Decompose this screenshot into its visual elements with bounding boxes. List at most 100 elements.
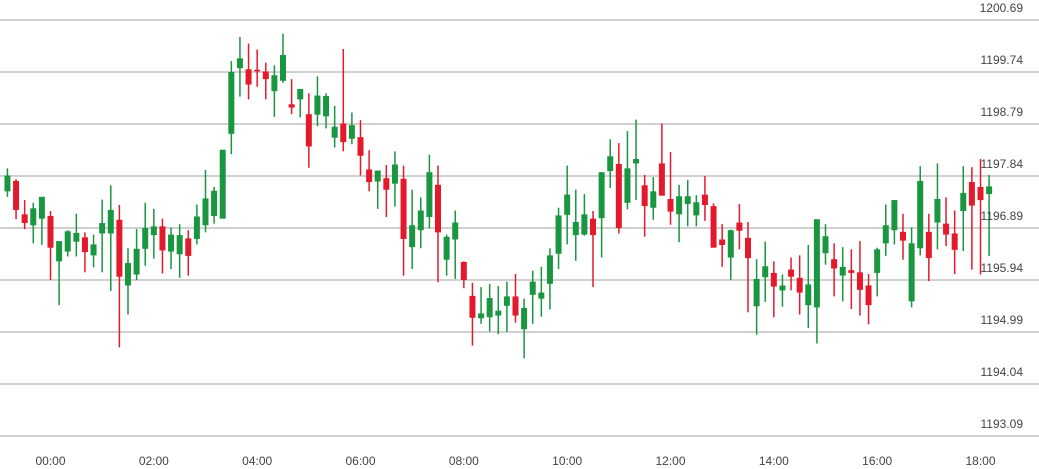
candle-up [495,286,502,335]
candle-up [917,166,924,256]
candle-body [452,222,459,240]
candle-body [211,190,218,216]
candle-down [288,79,295,115]
candle-up [374,170,381,209]
candle-body [581,214,588,235]
candle-up [30,202,37,244]
candle-up [762,241,769,302]
candle-down [770,261,777,318]
candle-up [417,197,424,249]
candle-body [280,55,286,81]
candle-body [503,296,510,306]
candle-up [624,131,631,210]
candle-body [374,170,381,182]
candle-down [245,43,252,100]
x-tick-label: 14:00 [759,454,789,468]
candle-up [107,185,114,291]
candle-body [21,214,28,224]
candle-up [219,149,226,219]
candle-body [555,215,562,254]
candle-up [934,163,941,250]
candle-body [590,218,596,236]
candle-up [348,112,355,145]
candle-body [409,225,416,248]
candle-body [701,194,708,206]
candle-up [202,169,209,233]
candle-up [64,230,71,257]
candle-body [150,226,157,236]
candle-down [400,165,407,276]
candle-down [590,211,596,288]
candle-up [555,207,562,270]
candle-up [56,241,63,306]
candle-body [796,277,803,293]
candle-up [546,248,553,310]
candle-down [116,205,123,348]
candle-down [159,218,166,274]
candle-body [839,266,846,276]
candle-down [435,165,441,283]
candle-down [943,197,950,247]
candle-down [305,93,312,168]
x-tick-label: 02:00 [139,454,169,468]
candle-down [81,232,88,273]
candle-up [168,227,175,270]
candle-body [753,278,760,307]
y-tick-label: 1195.94 [981,261,1024,275]
candle-up [176,224,183,278]
candle-body [546,255,553,284]
candle-body [297,88,304,100]
candle-body [460,261,467,280]
candle-body [908,243,915,302]
candle-body [348,125,355,139]
candle-up [297,88,304,118]
candle-body [977,186,984,201]
candle-body [38,196,45,219]
candle-body [116,219,123,277]
candle-down [641,174,648,237]
y-tick-label: 1197.84 [981,157,1024,171]
candle-up [908,227,915,308]
candle-body [805,284,812,306]
candle-body [271,75,278,92]
candle-body [64,231,71,252]
candle-down [340,49,347,152]
y-tick-label: 1194.04 [981,365,1024,379]
candle-up [538,266,545,317]
candle-up [142,202,149,266]
candle-up [73,213,80,257]
candle-body [891,200,898,231]
candle-body [727,230,734,258]
grid-lines [0,19,1039,437]
candle-down [667,151,674,225]
x-tick-label: 04:00 [242,454,272,468]
candle-body [262,71,269,80]
candle-body [684,196,691,204]
candle-body [856,272,863,290]
candle-down [788,257,795,291]
candle-body [848,270,855,273]
candle-body [925,231,932,259]
candle-body [185,238,192,256]
candle-body [426,172,433,218]
candle-down [13,179,20,220]
x-tick-label: 18:00 [965,454,995,468]
candle-body [435,184,441,233]
y-tick-label: 1196.89 [981,209,1024,223]
candle-body [73,232,80,242]
candle-down [719,224,726,267]
candle-up [693,195,700,227]
candle-body [762,266,769,278]
candle-down [262,62,269,100]
candle-body [813,219,820,308]
candle-up [391,151,398,207]
candle-up [443,234,450,276]
candle-up [753,259,760,335]
x-tick-label: 06:00 [345,454,375,468]
candle-up [193,204,200,245]
candle-body [607,156,614,172]
candle-down [977,159,984,275]
candle-body [159,226,166,251]
candle-down [745,221,751,313]
candle-body [693,202,700,216]
